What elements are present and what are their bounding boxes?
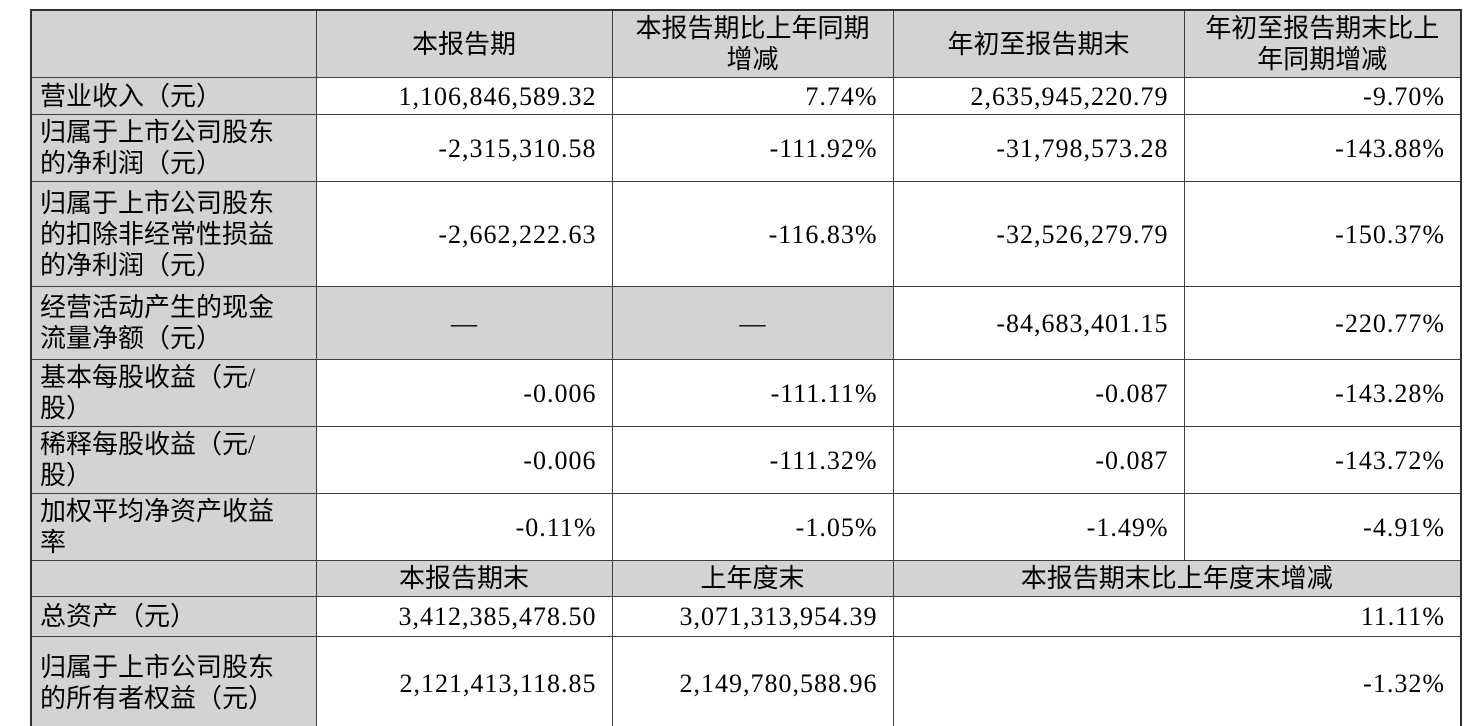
corner-cell <box>30 9 317 78</box>
value-current-period: 1,106,846,589.32 <box>315 77 613 115</box>
value-current-change: -111.92% <box>611 114 894 182</box>
value-current-change-dash: — <box>611 286 894 360</box>
value-current-period: -0.006 <box>315 359 613 427</box>
table-row-shareholders-equity: 归属于上市公司股东的所有者权益（元） 2,121,413,118.85 2,14… <box>30 636 1462 726</box>
column-header-current-vs-prior-year: 本报告期比上年同期增减 <box>611 9 894 78</box>
row-label: 基本每股收益（元/股） <box>30 359 317 427</box>
table-row-total-assets: 总资产（元） 3,412,385,478.50 3,071,313,954.39… <box>30 596 1462 637</box>
table-row-weighted-avg-roe: 加权平均净资产收益率 -0.11% -1.05% -1.49% -4.91% <box>30 493 1462 561</box>
table-header-row-bottom: 本报告期末 上年度末 本报告期末比上年度末增减 <box>30 560 1462 597</box>
value-ytd-change: -143.72% <box>1183 426 1462 494</box>
financial-summary-table: 本报告期 本报告期比上年同期增减 年初至报告期末 年初至报告期末比上年同期增减 … <box>30 9 1462 726</box>
value-current-period: -0.006 <box>315 426 613 494</box>
value-current-change: 7.74% <box>611 77 894 115</box>
value-ytd-change: -9.70% <box>1183 77 1462 115</box>
row-label: 归属于上市公司股东的扣除非经常性损益的净利润（元） <box>30 181 317 287</box>
value-ytd: 2,635,945,220.79 <box>892 77 1185 115</box>
column-header-prior-year-end: 上年度末 <box>611 560 894 597</box>
value-end-change: 11.11% <box>892 596 1462 637</box>
value-ytd-change: -220.77% <box>1183 286 1462 360</box>
value-current-period: -0.11% <box>315 493 613 561</box>
table-row-operating-revenue: 营业收入（元） 1,106,846,589.32 7.74% 2,635,945… <box>30 77 1462 115</box>
column-header-current-period: 本报告期 <box>315 9 613 78</box>
value-ytd: -0.087 <box>892 359 1185 427</box>
value-ytd-change: -143.28% <box>1183 359 1462 427</box>
value-current-change: -1.05% <box>611 493 894 561</box>
value-current-change: -111.32% <box>611 426 894 494</box>
value-ytd-change: -4.91% <box>1183 493 1462 561</box>
value-prior-year-end: 2,149,780,588.96 <box>611 636 894 726</box>
row-label: 归属于上市公司股东的净利润（元） <box>30 114 317 182</box>
value-ytd: -84,683,401.15 <box>892 286 1185 360</box>
value-current-change: -111.11% <box>611 359 894 427</box>
value-ytd-change: -150.37% <box>1183 181 1462 287</box>
value-ytd: -31,798,573.28 <box>892 114 1185 182</box>
value-current-period: -2,315,310.58 <box>315 114 613 182</box>
value-end-change: -1.32% <box>892 636 1462 726</box>
row-label: 稀释每股收益（元/股） <box>30 426 317 494</box>
table-row-net-profit-excl-nonrecurring: 归属于上市公司股东的扣除非经常性损益的净利润（元） -2,662,222.63 … <box>30 181 1462 287</box>
row-label: 总资产（元） <box>30 596 317 637</box>
column-header-end-vs-prior-year-end: 本报告期末比上年度末增减 <box>892 560 1462 597</box>
value-ytd: -32,526,279.79 <box>892 181 1185 287</box>
value-current-period-end: 2,121,413,118.85 <box>315 636 613 726</box>
value-ytd: -1.49% <box>892 493 1185 561</box>
value-prior-year-end: 3,071,313,954.39 <box>611 596 894 637</box>
value-ytd: -0.087 <box>892 426 1185 494</box>
table-header-row-top: 本报告期 本报告期比上年同期增减 年初至报告期末 年初至报告期末比上年同期增减 <box>30 9 1462 78</box>
corner-cell-bottom <box>30 560 317 597</box>
column-header-current-period-end: 本报告期末 <box>315 560 613 597</box>
row-label: 加权平均净资产收益率 <box>30 493 317 561</box>
value-ytd-change: -143.88% <box>1183 114 1462 182</box>
value-current-period-dash: — <box>315 286 613 360</box>
column-header-ytd-vs-prior-year: 年初至报告期末比上年同期增减 <box>1183 9 1462 78</box>
row-label: 归属于上市公司股东的所有者权益（元） <box>30 636 317 726</box>
value-current-change: -116.83% <box>611 181 894 287</box>
table-row-basic-eps: 基本每股收益（元/股） -0.006 -111.11% -0.087 -143.… <box>30 359 1462 427</box>
table-row-operating-cash-flow: 经营活动产生的现金流量净额（元） — — -84,683,401.15 -220… <box>30 286 1462 360</box>
table-row-diluted-eps: 稀释每股收益（元/股） -0.006 -111.32% -0.087 -143.… <box>30 426 1462 494</box>
value-current-period: -2,662,222.63 <box>315 181 613 287</box>
column-header-ytd: 年初至报告期末 <box>892 9 1185 78</box>
table-row-net-profit: 归属于上市公司股东的净利润（元） -2,315,310.58 -111.92% … <box>30 114 1462 182</box>
row-label: 经营活动产生的现金流量净额（元） <box>30 286 317 360</box>
value-current-period-end: 3,412,385,478.50 <box>315 596 613 637</box>
row-label: 营业收入（元） <box>30 77 317 115</box>
